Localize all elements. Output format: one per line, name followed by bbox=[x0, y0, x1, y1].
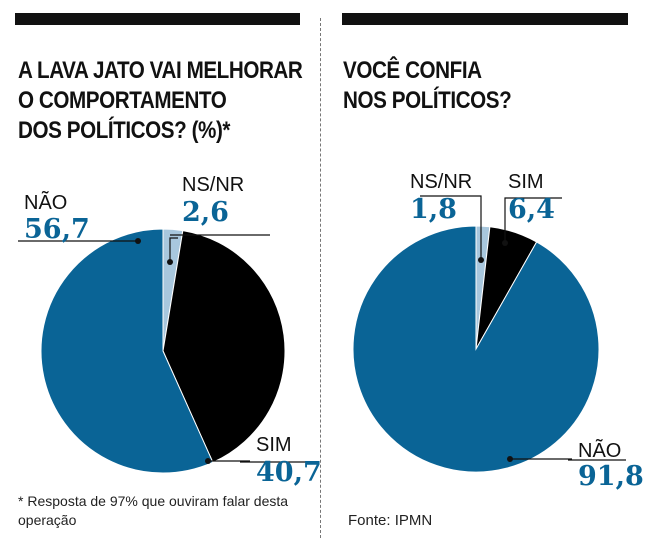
leader-dot bbox=[507, 456, 513, 462]
slice-label-ns-nr: NS/NR bbox=[410, 171, 472, 193]
pie-slice-nao bbox=[40, 228, 214, 474]
footnote: * Resposta de 97% que ouviram falar dest… bbox=[18, 492, 308, 530]
leader-dot bbox=[478, 257, 484, 263]
chart-panel-lava-jato: A LAVA JATO VAI MELHORAR O COMPORTAMENTO… bbox=[0, 0, 322, 552]
footnote-mark: * bbox=[18, 493, 24, 509]
footnote-text: Resposta de 97% que ouviram falar desta … bbox=[18, 493, 289, 528]
leader-line bbox=[420, 195, 482, 260]
chart-title-line: DOS POLÍTICOS? (%)* bbox=[18, 117, 231, 144]
chart-title: VOCÊ CONFIA NOS POLÍTICOS? bbox=[343, 56, 627, 116]
slice-value-nao: 56,7 bbox=[24, 214, 90, 245]
slice-value-sim: 6,4 bbox=[508, 194, 555, 225]
slice-label-nao: NÃO bbox=[24, 190, 67, 214]
header-bar bbox=[15, 13, 300, 25]
chart-title-line: VOCÊ CONFIA bbox=[343, 57, 482, 84]
chart-title-line: A LAVA JATO VAI MELHORAR bbox=[18, 57, 303, 84]
leader-dot bbox=[502, 240, 508, 246]
slice-value-nao: 91,8 bbox=[578, 461, 644, 492]
leader-dot bbox=[205, 458, 211, 464]
chart-title-line: O COMPORTAMENTO bbox=[18, 87, 227, 114]
panel-divider bbox=[320, 18, 321, 538]
pie-slice-sim bbox=[162, 230, 286, 464]
header-bar bbox=[342, 13, 628, 25]
slice-value-ns-nr: 1,8 bbox=[410, 194, 457, 225]
chart-panel-confianca: VOCÊ CONFIA NOS POLÍTICOS? NS/NR 1,8 SIM 6,… bbox=[330, 0, 645, 552]
slice-label-sim: SIM bbox=[256, 434, 292, 456]
slice-value-sim: 40,7 bbox=[256, 457, 322, 488]
leader-line bbox=[169, 237, 178, 262]
source-note: Fonte: IPMN bbox=[348, 512, 433, 529]
slice-value-ns-nr: 2,6 bbox=[182, 197, 229, 228]
leader-dot bbox=[135, 238, 141, 244]
leader-dot bbox=[167, 259, 173, 265]
pie-slice-nao bbox=[352, 225, 600, 473]
slice-label-nao: NÃO bbox=[578, 438, 621, 462]
chart-title: A LAVA JATO VAI MELHORAR O COMPORTAMENTO… bbox=[18, 56, 303, 146]
chart-title-line: NOS POLÍTICOS? bbox=[343, 87, 512, 114]
slice-label-ns-nr: NS/NR bbox=[182, 174, 244, 196]
slice-label-sim: SIM bbox=[508, 171, 544, 193]
leader-line bbox=[504, 197, 562, 243]
